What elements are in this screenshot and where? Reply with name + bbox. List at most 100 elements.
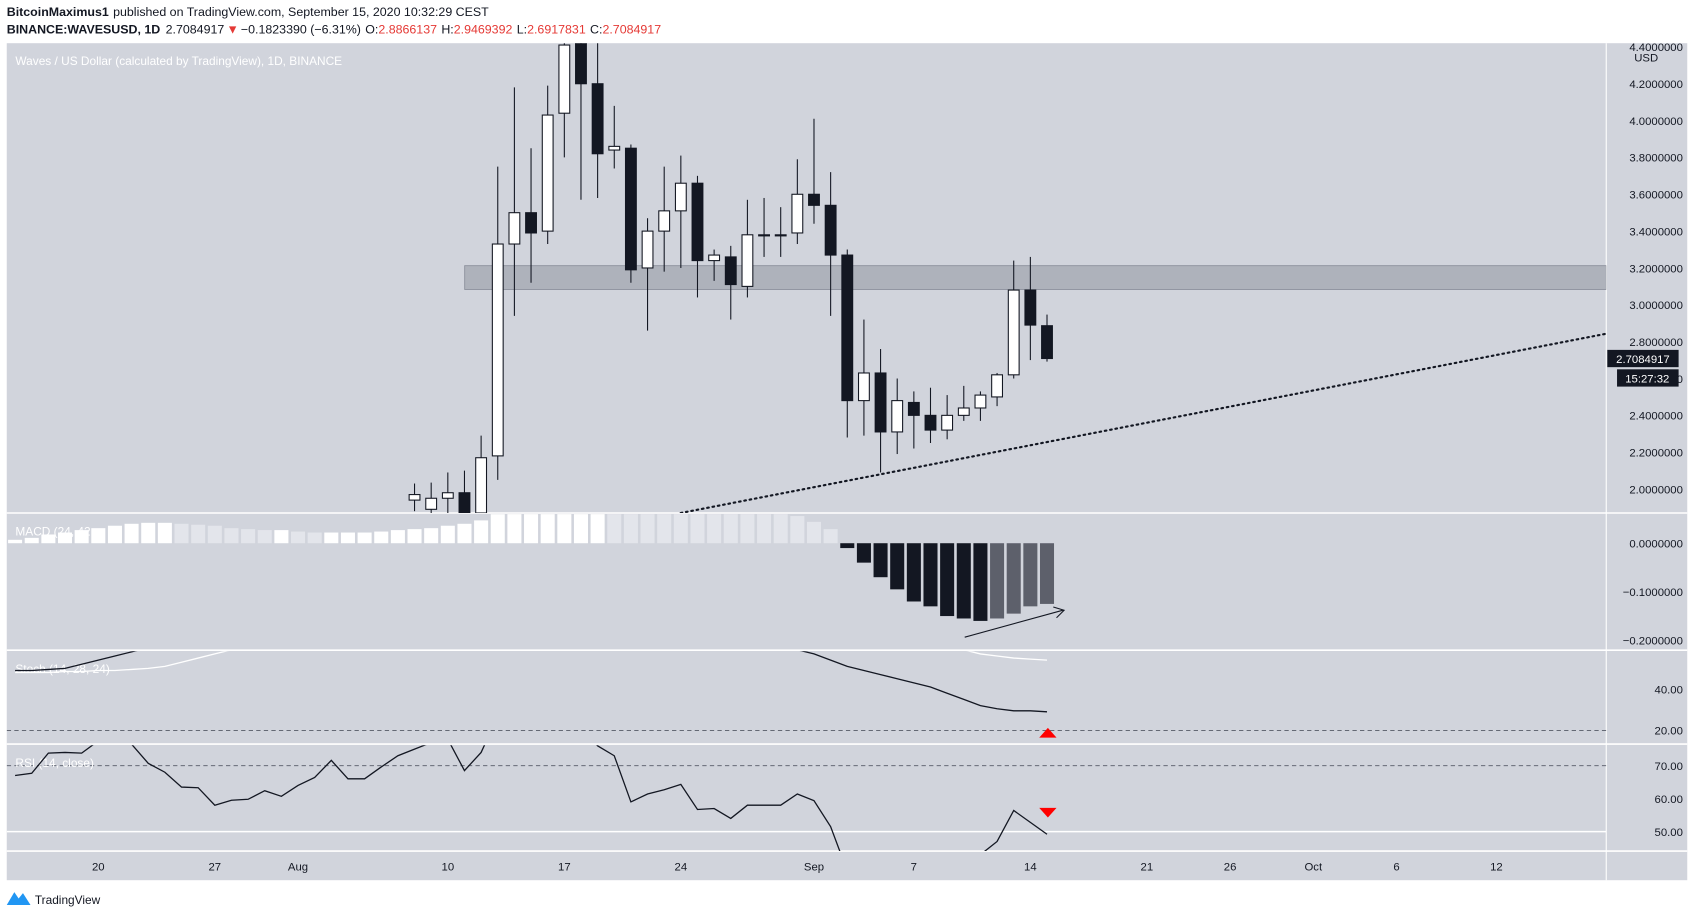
histogram-bar — [374, 531, 389, 544]
histogram-bar — [41, 534, 56, 544]
candle-body — [591, 83, 604, 155]
y-tick-label: −0.2000000 — [1623, 636, 1683, 648]
histogram-bar — [906, 543, 921, 602]
x-tick-label: 12 — [1490, 861, 1503, 873]
ohlc-label: O: — [365, 22, 378, 36]
histogram-bar — [324, 532, 339, 544]
pane-title: RSI (14, close) — [15, 756, 94, 770]
histogram-bar — [424, 528, 439, 544]
last-price-label: 2.7084917 — [1616, 354, 1670, 366]
y-tick-label: 70.00 — [1655, 761, 1683, 773]
y-tick-label: 40.00 — [1655, 684, 1683, 696]
histogram-bar — [806, 521, 822, 544]
histogram-bar — [357, 532, 372, 544]
annotation-arrow — [964, 609, 1064, 638]
pane: RSI (14, close) — [6, 745, 1607, 852]
histogram-bar — [856, 543, 871, 563]
histogram-bar — [923, 543, 938, 607]
histogram-bar — [823, 529, 838, 544]
candle-body — [1024, 289, 1037, 326]
indicator-line — [15, 651, 1048, 674]
candle-body — [907, 401, 920, 416]
pane: Waves / US Dollar (calculated by Trading… — [15, 43, 1607, 513]
candle-body — [491, 243, 504, 457]
y-tick-label: 3.6000000 — [1629, 190, 1683, 202]
candle-body — [541, 114, 554, 232]
published: published on TradingView.com, September … — [113, 5, 489, 19]
histogram-bar — [740, 514, 755, 544]
ohlc-label: L: — [517, 22, 527, 36]
pane: MACD (24, 42 — [8, 514, 1055, 621]
candle-body — [924, 414, 937, 431]
candle-body — [408, 494, 421, 501]
x-tick-label: 17 — [558, 861, 571, 873]
histogram-bar — [1039, 543, 1055, 604]
histogram-bar — [24, 537, 39, 544]
histogram-bar — [124, 523, 139, 544]
histogram-bar — [8, 539, 23, 544]
x-tick-label: 7 — [911, 861, 917, 873]
y-tick-label: 3.8000000 — [1629, 153, 1683, 165]
histogram-bar — [207, 525, 222, 544]
candle-body — [774, 234, 787, 237]
signal-marker — [1039, 807, 1057, 818]
candle-body — [425, 497, 438, 510]
candle-body — [624, 147, 637, 271]
histogram-bar — [890, 543, 905, 590]
x-tick-label: Aug — [288, 861, 308, 873]
histogram-bar — [707, 514, 722, 544]
candle-body — [508, 212, 521, 245]
last-price-badge — [1607, 349, 1679, 368]
histogram-bar — [490, 514, 505, 544]
histogram-bar — [690, 514, 705, 544]
histogram-bar — [141, 522, 156, 544]
x-tick-label: 20 — [92, 861, 105, 873]
histogram-bar — [307, 532, 322, 544]
histogram-bar — [657, 514, 672, 544]
histogram-bar — [390, 530, 405, 544]
candle-body — [741, 234, 754, 287]
histogram-bar — [557, 514, 572, 544]
candle-body — [874, 372, 887, 433]
histogram-bar — [57, 532, 73, 544]
x-tick-label: 24 — [675, 861, 688, 873]
y-tick-label: 50.00 — [1655, 827, 1683, 839]
header-line-1: BitcoinMaximus1 published on TradingView.… — [7, 5, 489, 19]
countdown-badge — [1617, 369, 1679, 387]
histogram-bar — [1006, 543, 1021, 614]
candle-body — [941, 414, 954, 431]
candle-body — [441, 492, 454, 499]
candle-body — [1007, 289, 1020, 376]
histogram-bar — [107, 525, 122, 544]
histogram-bar — [973, 543, 988, 621]
countdown-label: 15:27:32 — [1625, 373, 1669, 385]
x-tick-label: Sep — [804, 861, 824, 873]
candle-body — [708, 254, 721, 262]
histogram-bar — [540, 514, 555, 544]
candle-body — [824, 204, 837, 256]
direction: ▼ — [226, 22, 238, 36]
histogram-bar — [623, 514, 638, 544]
y-tick-label: 4.2000000 — [1629, 79, 1683, 91]
histogram-bar — [640, 514, 655, 544]
histogram-bar — [590, 514, 605, 544]
candle-body — [841, 254, 854, 402]
histogram-bar — [407, 529, 422, 544]
histogram-bar — [474, 520, 489, 544]
histogram-bar — [291, 531, 306, 544]
histogram-bar — [224, 528, 239, 544]
histogram-bar — [607, 514, 622, 544]
candle-body — [857, 372, 870, 402]
candle-body — [724, 256, 737, 286]
indicator-line — [15, 651, 1048, 713]
chart-background — [6, 43, 1688, 881]
candle-body — [957, 407, 970, 416]
candle-body — [791, 193, 804, 234]
histogram-bar — [340, 532, 355, 544]
ohlc-value: 2.9469392 — [454, 22, 513, 36]
ohlc-value: 2.6917831 — [527, 22, 586, 36]
candle-body — [575, 43, 587, 85]
y-tick-label: −0.1000000 — [1623, 587, 1683, 599]
header-line-2: BINANCE:WAVESUSD, 1D 2.7084917 ▼ −0.1823390… — [7, 22, 661, 36]
